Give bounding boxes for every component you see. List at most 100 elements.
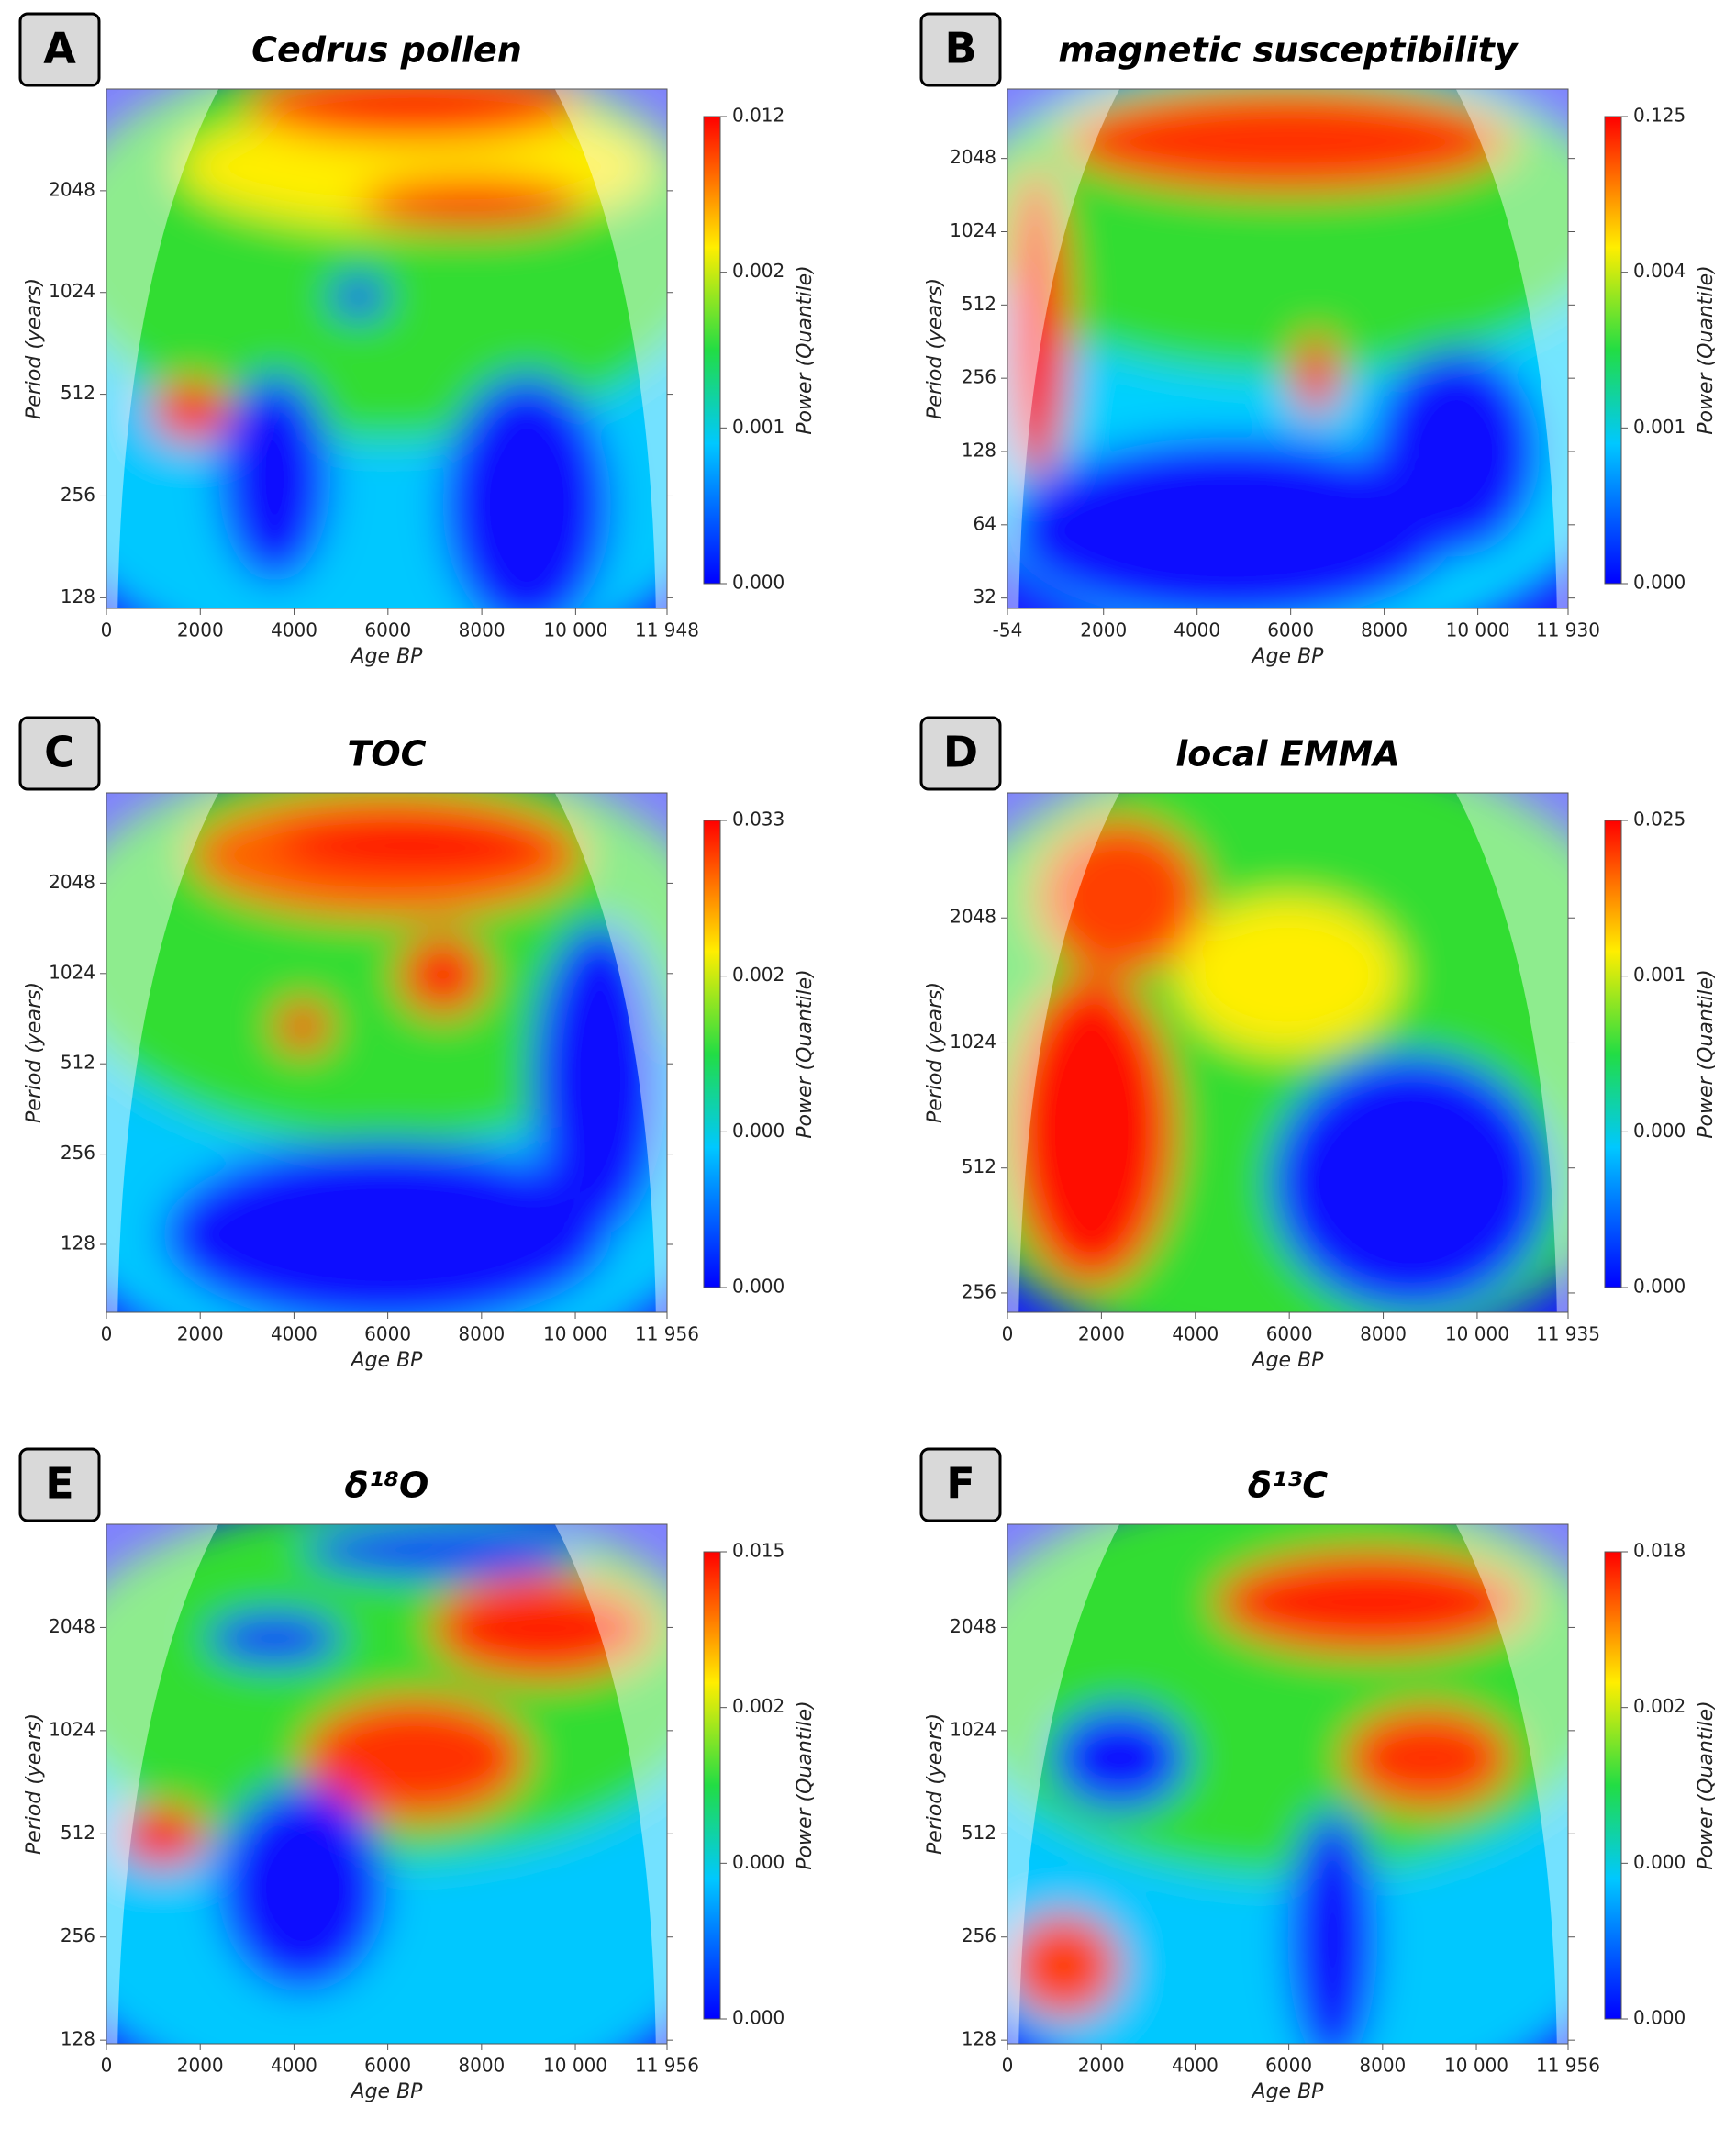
colorbar-tick-label: 0.000 <box>1633 1120 1686 1142</box>
colorbar-tick-label: 0.001 <box>1633 416 1686 438</box>
x-tick-label: 6000 <box>364 1323 411 1345</box>
colorbar-tick-label: 0.000 <box>1633 2007 1686 2029</box>
panel-letter-box <box>919 12 1002 87</box>
x-tick-label: 8000 <box>1359 2055 1406 2077</box>
power-region <box>397 932 488 1017</box>
panel-letter-box <box>18 12 101 87</box>
y-tick-label: 256 <box>962 1280 996 1302</box>
x-tick-label: 6000 <box>1266 1323 1313 1345</box>
colorbar-tick-label: 0.000 <box>1633 572 1686 594</box>
cone-of-influence <box>106 89 219 608</box>
x-tick-label: 11 935 <box>1536 1323 1600 1345</box>
plot-frame <box>1007 792 1569 1313</box>
power-region <box>274 1000 331 1053</box>
cone-of-influence <box>106 793 219 1312</box>
spectrum-field <box>1007 793 1568 1312</box>
power-region <box>1271 1053 1552 1312</box>
chart-title: TOC <box>347 734 426 775</box>
x-axis-label: Age BP <box>1251 645 1325 668</box>
y-tick-label: 2048 <box>49 871 95 893</box>
colorbar-label: Power (Quantile) <box>794 265 817 435</box>
y-tick-label: 256 <box>962 1924 996 1946</box>
colorbar-tick-label: 0.000 <box>732 572 785 594</box>
spectrum-field <box>106 1524 667 2044</box>
y-tick-label: 2048 <box>950 1615 996 1637</box>
y-tick-label: 1024 <box>950 219 996 241</box>
x-tick-label: 2000 <box>177 619 224 641</box>
y-axis-label: Period (years) <box>23 278 46 419</box>
x-tick-label: 6000 <box>1265 2055 1312 2077</box>
spectrum-field <box>106 89 667 608</box>
cone-of-influence <box>554 1524 667 2044</box>
colorbar-tick-label: 0.125 <box>1633 105 1686 127</box>
y-tick-label: 128 <box>962 2028 996 2050</box>
cone-of-influence <box>106 1524 219 2044</box>
y-tick-label: 128 <box>61 585 95 608</box>
colorbar-tick-label: 0.001 <box>1633 964 1686 986</box>
colorbar <box>703 116 721 585</box>
x-tick-label: 0 <box>1002 1323 1014 1345</box>
colorbar <box>1604 1551 1622 2020</box>
power-region <box>1035 819 1204 976</box>
x-tick-label: 2000 <box>177 2055 224 2077</box>
y-tick-label: 32 <box>974 585 996 608</box>
y-tick-label: 1024 <box>49 280 95 302</box>
power-region <box>1007 166 1070 479</box>
power-region <box>1215 1550 1530 1655</box>
spectrum <box>106 89 667 608</box>
cone-of-influence <box>1455 1524 1568 2044</box>
power-region <box>442 374 611 608</box>
x-tick-label: 0 <box>1002 2055 1014 2077</box>
colorbar-label: Power (Quantile) <box>1695 969 1718 1139</box>
x-tick-label: 10 000 <box>1445 1323 1509 1345</box>
colorbar-tick-label: 0.015 <box>732 1540 785 1562</box>
cone-of-influence <box>1007 89 1120 608</box>
x-tick-label: 11 948 <box>635 619 699 641</box>
power-region <box>150 379 230 442</box>
y-tick-label: 512 <box>61 1052 95 1074</box>
x-tick-label: 2000 <box>177 1323 224 1345</box>
x-tick-label: 8000 <box>458 2055 505 2077</box>
colorbar <box>703 1551 721 2020</box>
y-tick-label: 1024 <box>950 1718 996 1740</box>
plot-frame <box>106 1523 668 2045</box>
y-axis-label: Period (years) <box>23 982 46 1123</box>
y-tick-label: 512 <box>962 293 996 315</box>
colorbar-tick-label: 0.002 <box>732 1695 785 1717</box>
y-tick-label: 256 <box>61 1924 95 1946</box>
chart-title: δ¹⁸O <box>345 1466 429 1506</box>
power-region <box>358 177 584 229</box>
x-tick-label: 11 956 <box>635 1323 699 1345</box>
colorbar <box>1604 116 1622 585</box>
panel-letter-box <box>18 1447 101 1522</box>
colorbar-label: Power (Quantile) <box>794 1700 817 1870</box>
spectrum-field <box>1007 89 1568 608</box>
colorbar-tick-label: 0.025 <box>1633 808 1686 831</box>
x-tick-label: 4000 <box>271 2055 317 2077</box>
x-tick-label: 0 <box>101 1323 113 1345</box>
y-tick-label: 256 <box>962 366 996 388</box>
power-region <box>302 1524 584 1577</box>
power-region <box>532 922 667 1235</box>
colorbar-label: Power (Quantile) <box>1695 265 1718 435</box>
plot-frame <box>1007 88 1569 609</box>
y-tick-label: 512 <box>962 1155 996 1177</box>
y-tick-label: 1024 <box>950 1031 996 1053</box>
x-tick-label: 8000 <box>459 619 506 641</box>
plot-frame <box>106 792 668 1313</box>
x-tick-label: 6000 <box>364 619 411 641</box>
y-tick-label: 128 <box>962 439 996 461</box>
power-region <box>1293 333 1339 417</box>
y-tick-label: 512 <box>962 1822 996 1844</box>
power-region <box>218 1784 387 1992</box>
colorbar-tick-label: 0.033 <box>732 808 785 831</box>
panel-letter: F <box>946 1459 974 1509</box>
x-tick-label: 4000 <box>1172 2055 1219 2077</box>
cone-of-influence <box>1007 793 1120 1312</box>
x-tick-label: 2000 <box>1080 619 1127 641</box>
power-region <box>1007 1913 1120 2018</box>
x-tick-label: 8000 <box>1361 619 1408 641</box>
power-region <box>1007 437 1456 608</box>
